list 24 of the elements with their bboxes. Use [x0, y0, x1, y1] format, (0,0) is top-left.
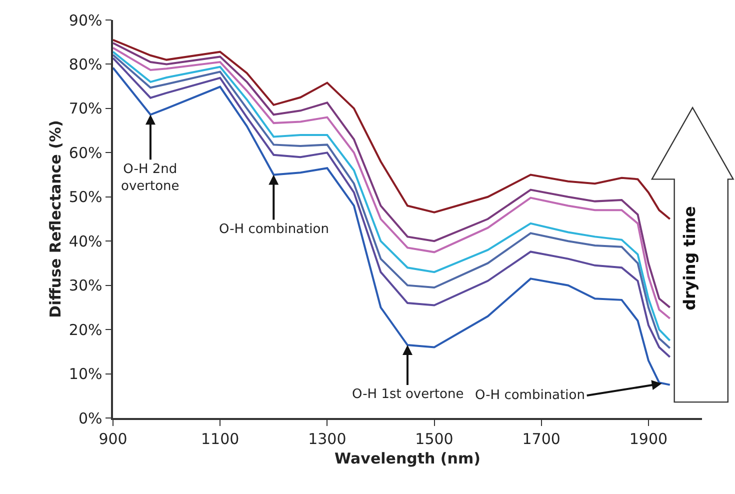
- x-tick-label: 1300: [308, 430, 346, 448]
- annotation: drying time: [680, 206, 699, 310]
- x-axis-title: Wavelength (nm): [334, 449, 480, 468]
- x-tick-label: 1500: [415, 430, 454, 448]
- annotation: O-H 2nd overtone: [121, 162, 180, 194]
- x-tick-label: 1100: [200, 430, 240, 448]
- x-tick-label: 1900: [629, 430, 668, 448]
- x-tick-label: 1700: [522, 430, 560, 448]
- y-tick-label: 60%: [68, 144, 102, 162]
- y-tick-label: 90%: [68, 11, 102, 30]
- y-tick-label: 30%: [68, 276, 102, 295]
- y-tick-label: 80%: [68, 55, 102, 74]
- y-tick-label: 10%: [68, 365, 102, 384]
- annotation: O-H combination: [219, 222, 329, 237]
- annotation: O-H combination: [475, 388, 585, 403]
- y-tick-label: 40%: [68, 232, 102, 250]
- y-tick-label: 0%: [78, 409, 102, 428]
- y-tick-label: 20%: [68, 320, 102, 339]
- line-series: [113, 38, 671, 220]
- y-tick-label: 70%: [68, 100, 102, 118]
- y-tick-label: 50%: [68, 188, 102, 206]
- annotation: O-H 1st overtone: [352, 387, 464, 402]
- x-tick-label: 900: [98, 430, 128, 448]
- y-axis-title: Diffuse Reflectance (%): [46, 120, 65, 318]
